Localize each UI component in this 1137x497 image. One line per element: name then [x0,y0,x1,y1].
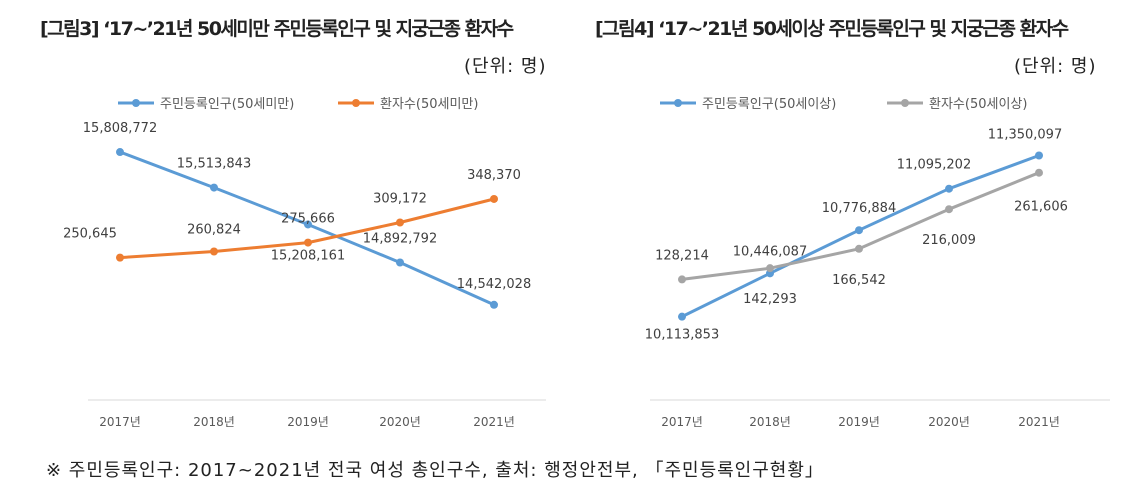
data-label: 128,214 [655,248,709,263]
right-chart-title: [그림4] ‘17~’21년 50세이상 주민등록인구 및 지궁근종 환자수 [595,18,1069,40]
data-label: 14,892,792 [363,232,437,247]
legend-marker-0 [132,99,140,107]
data-point [766,264,774,273]
legend-marker-1 [901,99,909,107]
legend-label-0: 주민등록인구(50세미만) [160,97,294,112]
data-point [116,148,124,157]
data-point [490,300,498,309]
x-tick-label: 2017년 [99,415,141,429]
series-line-0 [681,154,1040,318]
right-chart-unit: (단위: 명) [1014,56,1097,77]
data-point [1035,168,1043,177]
data-label: 10,776,884 [822,201,896,216]
data-point [490,194,498,203]
data-label: 15,513,843 [177,157,251,172]
data-point [678,275,686,284]
x-tick-label: 2019년 [838,415,880,429]
data-label: 166,542 [832,273,886,288]
data-point [945,205,953,214]
data-label: 11,095,202 [897,158,971,173]
data-point [116,253,124,262]
legend-label-1: 환자수(50세미만) [380,97,478,112]
data-label: 14,542,028 [457,277,531,292]
x-tick-label: 2020년 [928,415,970,429]
legend-label-1: 환자수(50세이상) [929,97,1027,112]
x-tick-label: 2018년 [193,415,235,429]
x-tick-label: 2021년 [1018,415,1060,429]
data-point [210,183,218,192]
x-tick-label: 2021년 [473,415,515,429]
data-label: 216,009 [922,233,976,248]
data-point [678,312,686,321]
x-tick-label: 2020년 [379,415,421,429]
data-label: 15,208,161 [271,248,345,263]
data-point [855,226,863,235]
left-line-chart: 주민등록인구(50세미만) 환자수(50세미만) 2017년 2018년 2019년 20… [63,97,546,429]
data-point [945,184,953,193]
data-label: 250,645 [63,227,117,242]
data-label: 309,172 [373,191,427,206]
data-point [304,238,312,247]
data-label: 142,293 [743,292,797,307]
series-line-1 [681,171,1040,281]
left-chart-unit: (단위: 명) [464,56,547,77]
legend-label-0: 주민등록인구(50세이상) [702,97,836,112]
data-point [1035,151,1043,160]
left-chart-title: [그림3] ‘17~’21년 50세미만 주민등록인구 및 지궁근종 환자수 [40,18,514,40]
data-point [396,258,404,267]
data-label: 260,824 [187,223,241,238]
data-label: 261,606 [1014,200,1068,215]
footnote: ※ 주민등록인구: 2017~2021년 전국 여성 총인구수, 출처: 행정안… [46,460,824,481]
x-tick-label: 2019년 [287,415,329,429]
legend-marker-0 [674,99,682,107]
data-point [304,220,312,229]
data-label: 15,808,772 [83,121,157,136]
right-line-chart: 주민등록인구(50세이상) 환자수(50세이상) 2017년 2018년 2019년 20… [645,97,1110,429]
x-tick-label: 2018년 [749,415,791,429]
legend-marker-1 [352,99,360,107]
data-label: 348,370 [467,168,521,183]
series-line-0 [119,150,495,307]
data-label: 275,666 [281,212,335,227]
data-label: 11,350,097 [988,128,1062,143]
data-label: 10,113,853 [645,328,719,343]
data-point [855,244,863,253]
data-point [210,247,218,256]
data-point [396,218,404,227]
x-tick-label: 2017년 [661,415,703,429]
data-label: 10,446,087 [733,244,807,259]
